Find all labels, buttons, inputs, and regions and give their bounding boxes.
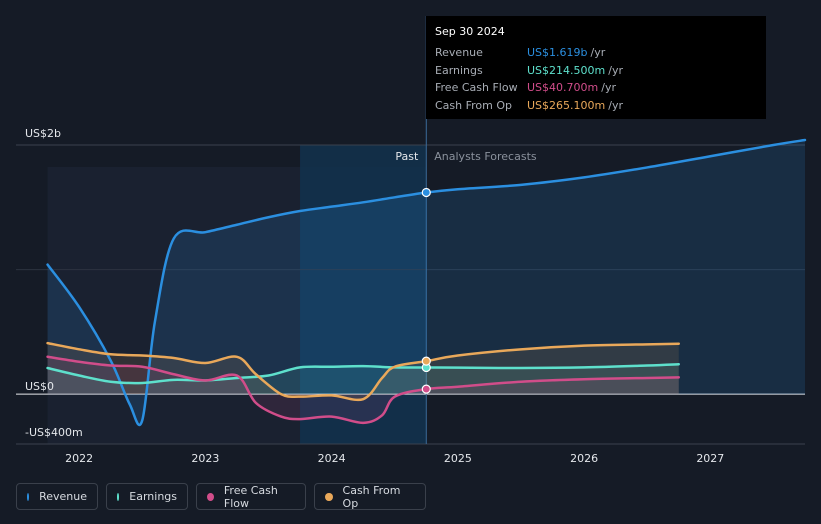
tooltip-row-cash-from-op: Cash From Op US$265.100m /yr [435, 97, 757, 115]
series-area-cfo [47, 343, 679, 400]
legend-item-revenue[interactable]: Revenue [16, 483, 98, 510]
chart-marker-layer [421, 187, 431, 394]
legend-label: Free Cash Flow [223, 483, 278, 510]
series-area-fcf [47, 356, 679, 423]
x-tick-label: 2022 [65, 452, 93, 465]
series-line-cfo [46, 341, 681, 402]
data-point-fcf [421, 384, 431, 394]
tooltip-label: Free Cash Flow [435, 81, 518, 95]
legend-dot-icon [325, 492, 333, 501]
tooltip-value: US$265.100m [527, 98, 606, 112]
data-tooltip: Sep 30 2024 Revenue US$1.619b /yr Earnin… [426, 16, 766, 119]
data-point-cfo [421, 356, 431, 366]
tooltip-row-free-cash-flow: Free Cash Flow US$40.700m /yr [435, 79, 757, 97]
legend-item-earnings[interactable]: Earnings [106, 483, 188, 510]
legend-label: Earnings [129, 490, 177, 503]
tooltip-value: US$214.500m [527, 63, 606, 77]
tooltip-row-revenue: Revenue US$1.619b /yr [435, 44, 757, 62]
tooltip-value: US$40.700m [527, 81, 599, 95]
x-tick-label: 2023 [191, 452, 219, 465]
tooltip-date: Sep 30 2024 [435, 25, 505, 38]
x-tick-label: 2027 [696, 452, 724, 465]
y-axis-label: US$0 [25, 380, 54, 393]
x-tick-label: 2026 [570, 452, 598, 465]
tooltip-unit: /yr [601, 81, 616, 95]
chart-line-layer [46, 138, 807, 427]
tooltip-unit: /yr [608, 98, 623, 112]
tooltip-value: US$1.619b [527, 46, 588, 60]
legend-item-free-cash-flow[interactable]: Free Cash Flow [196, 483, 306, 510]
legend-dot-icon [207, 492, 214, 501]
series-line-revenue [46, 138, 807, 427]
x-tick-label: 2024 [318, 452, 346, 465]
series-area-earnings [47, 364, 679, 395]
y-axis-label: US$2b [25, 127, 61, 140]
tooltip-row-earnings: Earnings US$214.500m /yr [435, 62, 757, 80]
legend-label: Revenue [39, 490, 87, 503]
legend-label: Cash From Op [342, 483, 401, 510]
chart-legend: Revenue Earnings Free Cash Flow Cash Fro… [16, 483, 426, 510]
legend-dot-icon [27, 492, 30, 501]
legend-dot-icon [117, 492, 120, 501]
tooltip-label: Cash From Op [435, 98, 513, 112]
series-area-revenue [47, 140, 806, 425]
chart-label-layer: US$2b US$0 -US$400m 2022 2023 2024 2025 2026 202… [25, 127, 724, 465]
data-point-revenue [421, 187, 431, 198]
tooltip-unit: /yr [590, 46, 606, 60]
chart-area-layer [47, 140, 806, 425]
y-axis-label: -US$400m [25, 426, 83, 439]
tooltip-label: Earnings [435, 63, 483, 77]
forecast-label: Analysts Forecasts [434, 150, 537, 163]
x-tick-label: 2025 [444, 452, 472, 465]
legend-item-cash-from-op[interactable]: Cash From Op [314, 483, 426, 510]
tooltip-label: Revenue [435, 46, 483, 60]
series-line-earnings [46, 363, 681, 385]
tooltip-unit: /yr [608, 63, 623, 77]
series-line-fcf [46, 355, 681, 425]
past-label: Past [395, 150, 419, 163]
